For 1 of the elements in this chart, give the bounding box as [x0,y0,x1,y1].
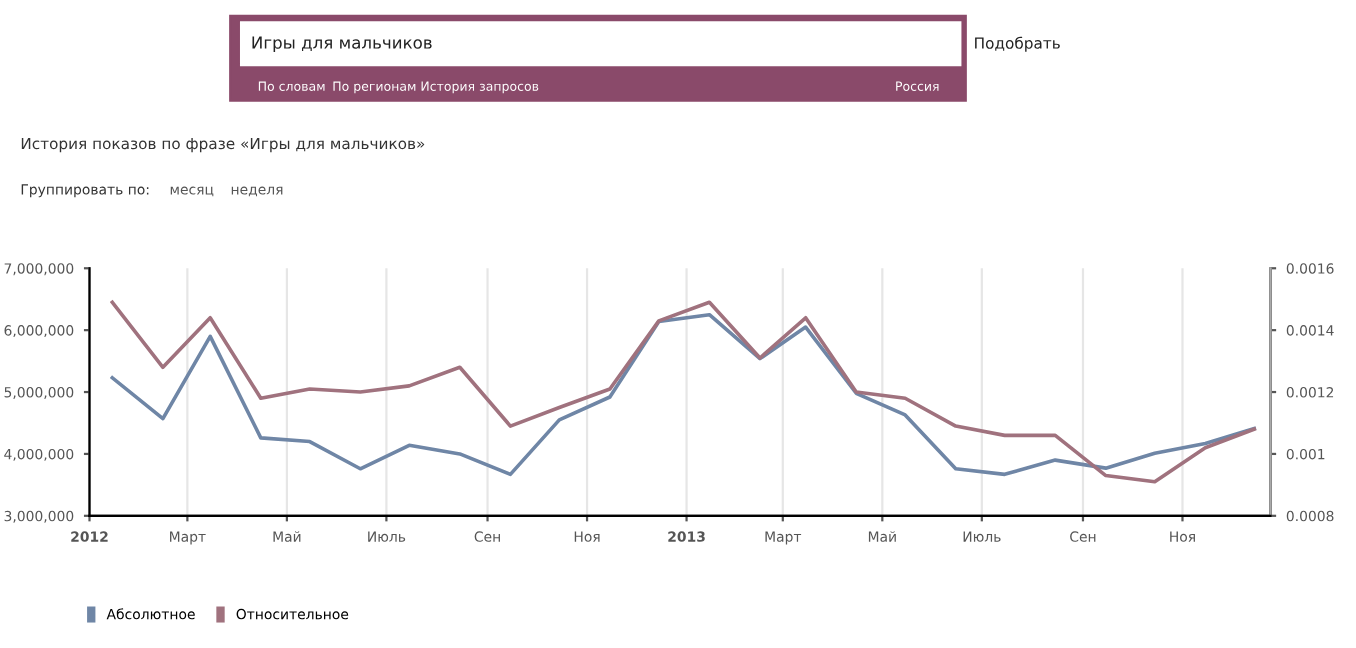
text: Игры для мальчиков [252,36,432,53]
